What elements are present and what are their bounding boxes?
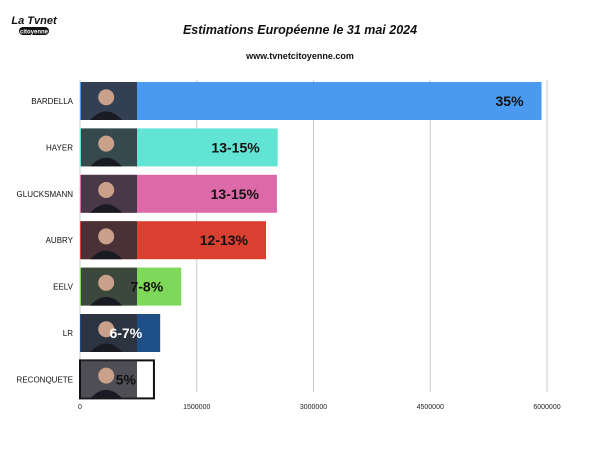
category-label: GLUCKSMANN bbox=[17, 190, 74, 199]
labels: 0 1500000 3000000 4500000 6000000 BARDELLA 35%… bbox=[17, 93, 561, 411]
bar bbox=[80, 82, 542, 120]
logo-subtitle: citoyenne bbox=[20, 30, 49, 36]
category-label: BARDELLA bbox=[31, 97, 73, 106]
category-label: AUBRY bbox=[46, 236, 74, 245]
logo-band bbox=[19, 27, 49, 35]
bars bbox=[79, 82, 542, 400]
candidate-face bbox=[98, 89, 115, 106]
category-label: RECONQUETE bbox=[17, 375, 73, 384]
candidate-face bbox=[98, 367, 115, 384]
data-label: 13-15% bbox=[211, 186, 260, 202]
candidate-face bbox=[98, 274, 115, 291]
candidate-face bbox=[98, 182, 115, 198]
category-label: LR bbox=[63, 329, 73, 338]
x-tick-label: 1500000 bbox=[183, 404, 210, 411]
candidate-shoulders bbox=[90, 250, 123, 260]
candidate-face bbox=[98, 135, 115, 152]
candidate-shoulders bbox=[90, 297, 123, 306]
data-label: 6-7% bbox=[109, 325, 142, 341]
data-label: 5% bbox=[116, 371, 137, 387]
data-label: 13-15% bbox=[211, 139, 260, 155]
x-tick-label: 6000000 bbox=[533, 404, 560, 411]
category-label: EELV bbox=[53, 283, 74, 292]
candidate-face bbox=[98, 228, 115, 245]
logo-title: La Tvnet bbox=[11, 15, 58, 27]
candidate-shoulders bbox=[90, 204, 123, 213]
brand-logo: La Tvnet citoyenne bbox=[11, 15, 58, 36]
candidate-shoulders bbox=[90, 343, 123, 352]
data-label: 7-8% bbox=[130, 279, 163, 295]
candidate-shoulders bbox=[90, 111, 123, 120]
x-tick-label: 4500000 bbox=[417, 404, 444, 411]
chart-subtitle: www.tvnetcitoyenne.com bbox=[246, 51, 354, 61]
data-label: 12-13% bbox=[200, 232, 249, 248]
candidate-shoulders bbox=[90, 389, 123, 399]
x-tick-label: 0 bbox=[78, 404, 82, 411]
category-label: HAYER bbox=[46, 143, 73, 152]
chart-title: Estimations Européenne le 31 mai 2024 bbox=[182, 23, 418, 37]
candidate-shoulders bbox=[90, 157, 123, 167]
x-tick-label: 3000000 bbox=[300, 404, 327, 411]
data-label: 35% bbox=[496, 93, 525, 109]
candidate-face bbox=[98, 321, 115, 338]
